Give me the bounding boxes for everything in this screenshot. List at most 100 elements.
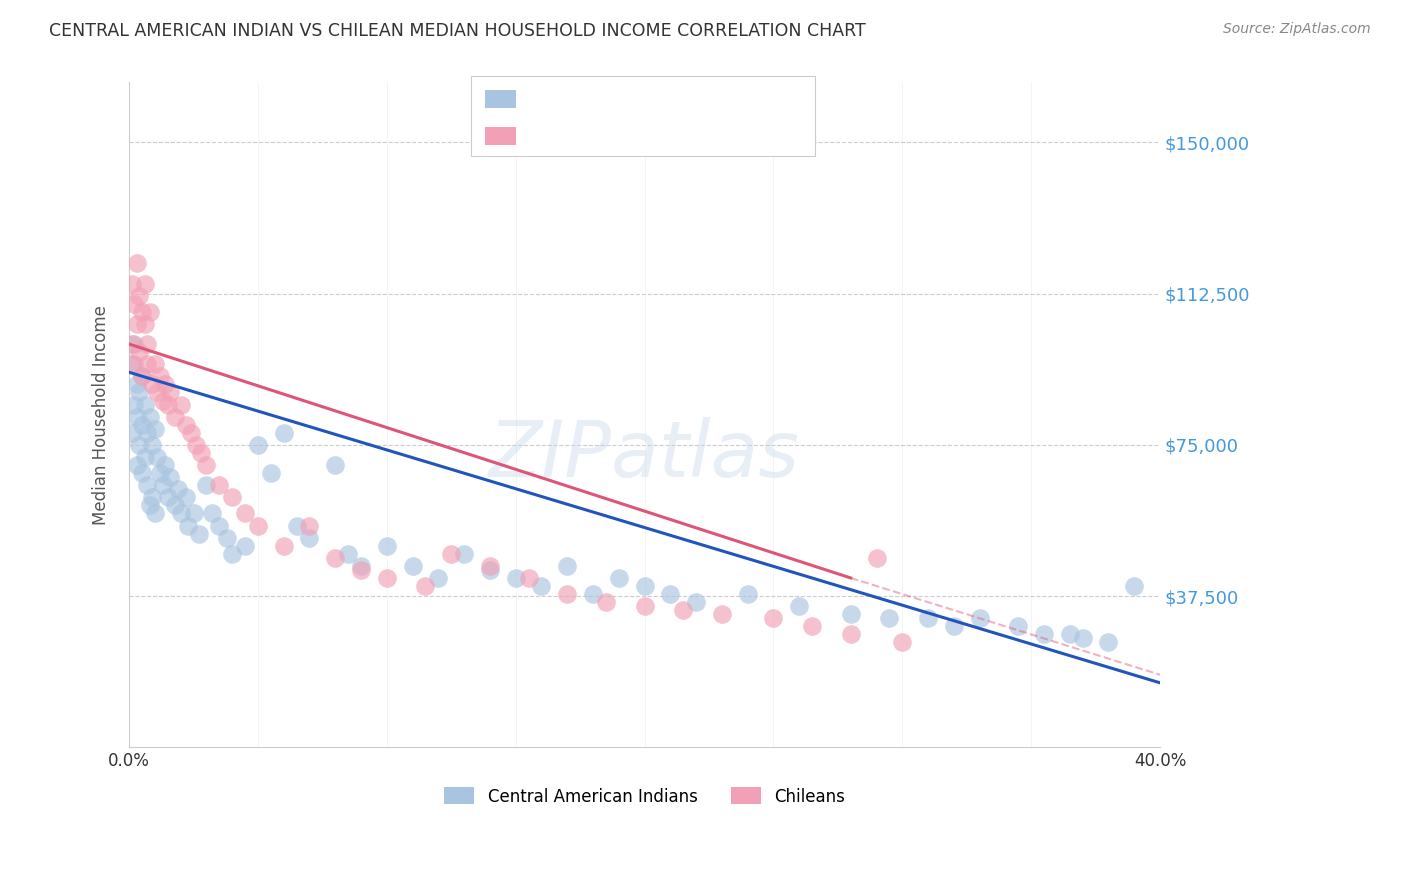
Point	[141, 438, 163, 452]
Point	[134, 317, 156, 331]
Text: -0.486: -0.486	[562, 135, 621, 153]
Point	[375, 571, 398, 585]
Point	[128, 385, 150, 400]
Point	[131, 369, 153, 384]
Point	[505, 571, 527, 585]
Point	[969, 611, 991, 625]
Point	[146, 385, 169, 400]
Point	[153, 377, 176, 392]
Point	[121, 425, 143, 440]
Point	[131, 417, 153, 432]
Point	[136, 478, 159, 492]
Point	[1007, 619, 1029, 633]
Text: Source: ZipAtlas.com: Source: ZipAtlas.com	[1223, 22, 1371, 37]
Point	[517, 571, 540, 585]
Point	[233, 539, 256, 553]
Point	[128, 345, 150, 359]
Text: R =: R =	[524, 98, 561, 116]
Point	[195, 478, 218, 492]
Point	[273, 425, 295, 440]
Point	[190, 446, 212, 460]
Point	[787, 599, 810, 614]
Text: CENTRAL AMERICAN INDIAN VS CHILEAN MEDIAN HOUSEHOLD INCOME CORRELATION CHART: CENTRAL AMERICAN INDIAN VS CHILEAN MEDIA…	[49, 22, 866, 40]
Point	[595, 595, 617, 609]
Point	[159, 385, 181, 400]
Text: -0.548: -0.548	[562, 98, 621, 116]
Point	[195, 458, 218, 472]
Point	[323, 550, 346, 565]
Point	[152, 478, 174, 492]
Point	[165, 409, 187, 424]
Point	[131, 466, 153, 480]
Point	[582, 587, 605, 601]
Point	[122, 296, 145, 310]
Point	[273, 539, 295, 553]
Point	[141, 377, 163, 392]
Point	[174, 491, 197, 505]
Point	[555, 558, 578, 573]
Point	[122, 357, 145, 371]
Point	[221, 491, 243, 505]
Point	[659, 587, 682, 601]
Point	[138, 409, 160, 424]
Point	[141, 491, 163, 505]
Point	[149, 466, 172, 480]
Text: N =: N =	[619, 135, 655, 153]
Point	[555, 587, 578, 601]
Point	[298, 518, 321, 533]
Point	[152, 393, 174, 408]
Point	[350, 558, 373, 573]
Point	[167, 482, 190, 496]
Point	[121, 357, 143, 371]
Point	[153, 458, 176, 472]
Point	[246, 518, 269, 533]
Point	[260, 466, 283, 480]
Point	[917, 611, 939, 625]
Point	[879, 611, 901, 625]
Text: N =: N =	[619, 98, 655, 116]
Point	[1059, 627, 1081, 641]
Point	[633, 579, 655, 593]
Point	[134, 450, 156, 464]
Text: ZIPatlas: ZIPatlas	[489, 417, 800, 492]
Point	[530, 579, 553, 593]
Point	[208, 478, 231, 492]
Point	[298, 531, 321, 545]
Point	[337, 547, 360, 561]
Point	[762, 611, 785, 625]
Point	[125, 409, 148, 424]
Point	[138, 305, 160, 319]
Y-axis label: Median Household Income: Median Household Income	[93, 305, 110, 524]
Point	[138, 499, 160, 513]
Point	[125, 377, 148, 392]
Point	[1033, 627, 1056, 641]
Point	[401, 558, 423, 573]
Text: 75: 75	[654, 98, 676, 116]
Point	[737, 587, 759, 601]
Point	[121, 277, 143, 291]
Point	[143, 357, 166, 371]
Point	[184, 438, 207, 452]
Point	[134, 277, 156, 291]
Point	[136, 357, 159, 371]
Point	[146, 450, 169, 464]
Point	[685, 595, 707, 609]
Legend: Central American Indians, Chileans: Central American Indians, Chileans	[437, 780, 852, 813]
Point	[233, 507, 256, 521]
Text: R =: R =	[524, 135, 561, 153]
Point	[149, 369, 172, 384]
Point	[131, 305, 153, 319]
Text: 53: 53	[654, 135, 676, 153]
Point	[121, 337, 143, 351]
Point	[1123, 579, 1146, 593]
Point	[134, 398, 156, 412]
Point	[1097, 635, 1119, 649]
Point	[125, 317, 148, 331]
Point	[169, 507, 191, 521]
Point	[200, 507, 222, 521]
Point	[143, 507, 166, 521]
Point	[453, 547, 475, 561]
Point	[156, 491, 179, 505]
Point	[183, 507, 205, 521]
Point	[865, 550, 887, 565]
